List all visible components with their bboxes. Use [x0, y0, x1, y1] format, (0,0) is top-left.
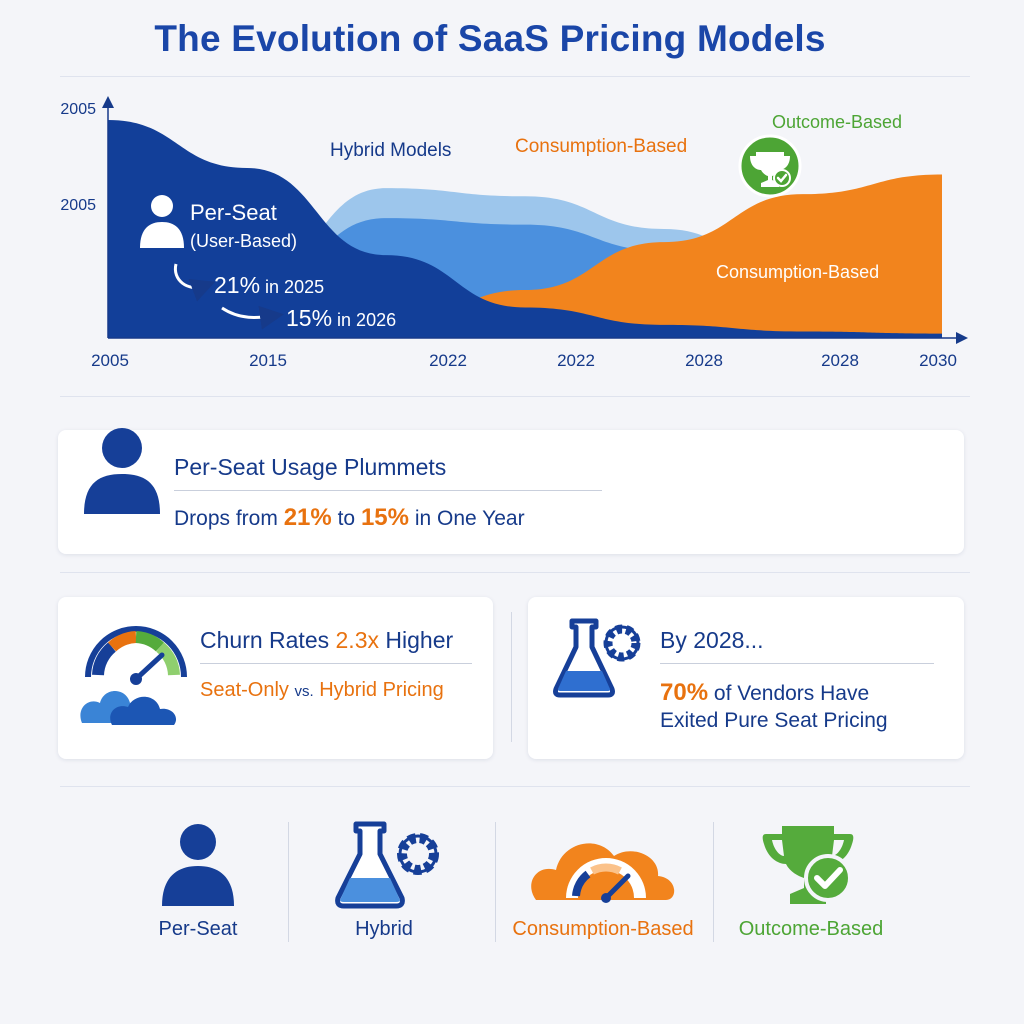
stat-arrow-2: [221, 305, 284, 330]
flask-gear-icon: [553, 618, 641, 698]
label-per-seat-sub: (User-Based): [190, 231, 297, 251]
card3-line2: Exited Pure Seat Pricing: [660, 709, 888, 732]
label-consumption-top: Consumption-Based: [515, 136, 687, 157]
per-seat-plummets-card: Per-Seat Usage Plummets Drops from 21% t…: [58, 428, 964, 554]
cards-divider: [60, 572, 970, 573]
gauge-cloud-icon: [80, 626, 187, 725]
legend-trophy-check-icon: [762, 826, 854, 904]
card2-heading-suffix: Higher: [385, 627, 454, 653]
area-per-seat: [108, 120, 942, 338]
card2-subline: Seat-Only vs. Hybrid Pricing: [200, 679, 444, 702]
card1-heading: Per-Seat Usage Plummets: [174, 454, 447, 480]
x-tick-label: 2028: [685, 351, 723, 370]
stat-2025: 21% in 2025: [214, 272, 324, 298]
card1-middle: to: [337, 507, 356, 530]
legend-separator-3: [713, 822, 714, 942]
area-consumption-based: [108, 174, 942, 338]
x-tick-label: 2022: [429, 351, 467, 370]
y-tick-label: 2005: [60, 101, 96, 118]
legend-cloud-gauge-icon: [531, 843, 675, 903]
y-tick-label: 2005: [60, 197, 96, 214]
legend-flask-gear-icon: [335, 821, 439, 909]
label-outcome-based: Outcome-Based: [772, 112, 902, 132]
card3-rule: [660, 663, 934, 664]
card1-suffix: in One Year: [414, 507, 525, 530]
evolution-area-chart: Per-Seat (User-Based) 21% in 2025 15% in 20…: [60, 96, 968, 370]
legend-label-consumption: Consumption-Based: [512, 918, 694, 940]
chart-divider: [60, 396, 970, 397]
x-tick-label: 2022: [557, 351, 595, 370]
card1-value-to: 15%: [360, 504, 409, 531]
legend-separator-1: [288, 822, 289, 942]
trophy-check-icon: [738, 134, 802, 198]
card2-sub-b: Hybrid Pricing: [319, 679, 444, 701]
card2-sub-a: Seat-Only: [200, 679, 289, 701]
card3-line1-text: of Vendors Have: [713, 682, 870, 705]
legend-label-per-seat: Per-Seat: [158, 918, 238, 940]
cards-vertical-divider: [511, 612, 512, 742]
legend-divider: [60, 786, 970, 787]
by-2028-card: By 2028... 70% of Vendors Have Exited Pu…: [528, 597, 964, 759]
legend-separator-2: [495, 822, 496, 942]
x-tick-label: 2015: [249, 351, 287, 370]
card1-prefix: Drops from: [174, 507, 278, 530]
card1-value-from: 21%: [283, 504, 332, 531]
card1-line: Drops from 21% to 15% in One Year: [174, 504, 525, 532]
card3-value: 70%: [660, 679, 709, 706]
x-tick-label: 2028: [821, 351, 859, 370]
card2-rule: [200, 663, 472, 664]
card2-heading-value: 2.3x: [335, 627, 379, 653]
label-per-seat: Per-Seat: [190, 200, 277, 225]
card1-rule: [174, 490, 602, 491]
per-seat-person-icon: [140, 195, 184, 248]
label-hybrid-models: Hybrid Models: [330, 140, 451, 161]
card2-heading-prefix: Churn Rates: [200, 627, 330, 653]
card3-heading: By 2028...: [660, 627, 764, 653]
page-title: The Evolution of SaaS Pricing Models: [154, 18, 826, 59]
person-icon: [84, 428, 160, 514]
x-tick-label: 2030: [919, 351, 957, 370]
stat-2026: 15% in 2026: [286, 305, 396, 331]
legend-label-hybrid: Hybrid: [355, 918, 413, 940]
card3-line1: 70% of Vendors Have: [660, 679, 869, 707]
card2-sub-vs: vs.: [294, 683, 314, 700]
x-tick-label: 2005: [91, 351, 129, 370]
card2-heading: Churn Rates 2.3x Higher: [200, 627, 453, 654]
label-consumption-area: Consumption-Based: [716, 262, 879, 282]
legend-label-outcome: Outcome-Based: [738, 918, 884, 940]
legend-person-icon: [162, 824, 234, 906]
churn-rates-card: Churn Rates 2.3x Higher Seat-Only vs. Hy…: [58, 597, 493, 759]
title-divider: [60, 76, 970, 77]
stat-arrow-1: [173, 263, 216, 302]
